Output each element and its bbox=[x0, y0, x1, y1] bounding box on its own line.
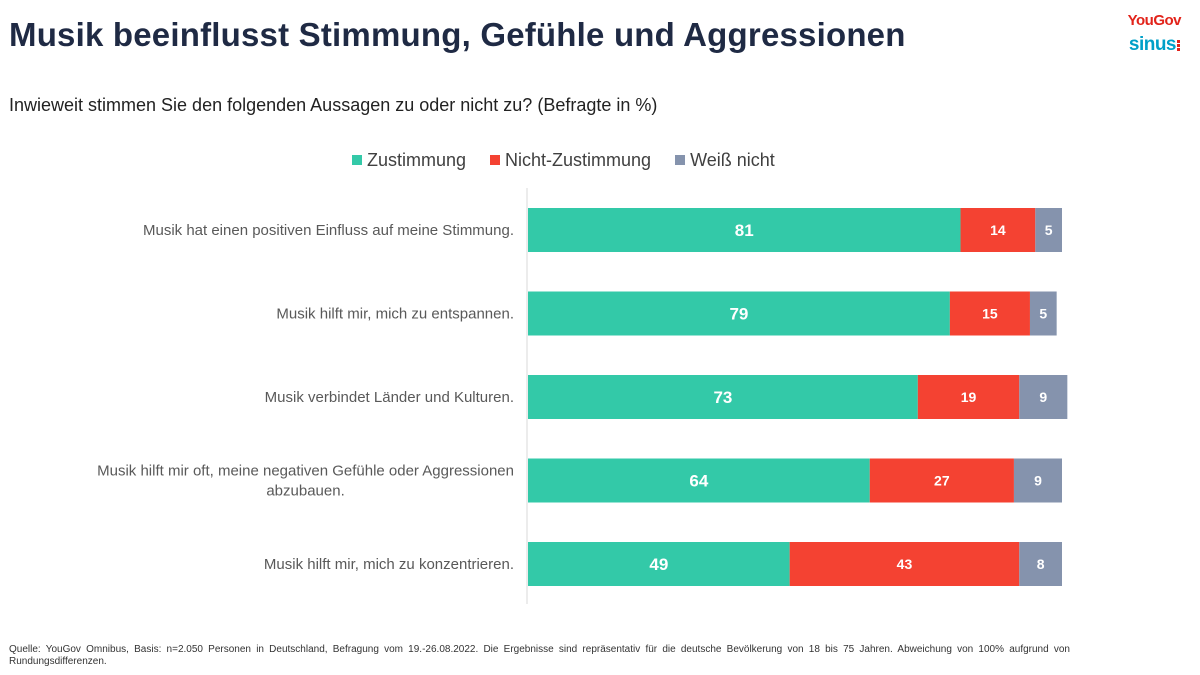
bar-segment-weiss-nicht bbox=[1035, 208, 1062, 252]
chart-subtitle: Inwieweit stimmen Sie den folgenden Auss… bbox=[9, 95, 658, 115]
sinus-logo-text: sinus bbox=[1128, 34, 1177, 55]
category-label: Musik hat einen positiven Einfluss auf m… bbox=[143, 222, 514, 239]
data-label-zustimmung: 49 bbox=[649, 555, 668, 574]
bar-segment-nicht-zustimmung bbox=[789, 542, 1020, 586]
bar-segment-weiss-nicht bbox=[1019, 542, 1062, 586]
page-title: Musik beeinflusst Stimmung, Gefühle und … bbox=[9, 16, 906, 53]
bar-segment-weiss-nicht bbox=[1019, 375, 1068, 419]
bar-segment-zustimmung bbox=[528, 208, 961, 252]
data-label-zustimmung: 64 bbox=[689, 472, 708, 491]
data-label-zustimmung: 73 bbox=[713, 388, 732, 407]
chart-legend: Zustimmung Nicht-Zustimmung Weiß nicht bbox=[352, 148, 799, 172]
category-label: Musik hilft mir, mich zu konzentrieren. bbox=[264, 556, 514, 573]
bar-segment-zustimmung bbox=[528, 458, 870, 503]
data-label-zustimmung: 81 bbox=[735, 221, 754, 240]
yougov-logo: YouGov bbox=[1127, 12, 1182, 29]
bar-segment-nicht-zustimmung bbox=[949, 291, 1030, 336]
data-label-weiss-nicht: 9 bbox=[1034, 473, 1042, 489]
legend-swatch-zustimmung bbox=[352, 155, 362, 165]
bar-segment-nicht-zustimmung bbox=[917, 375, 1020, 419]
category-label: Musik hilft mir oft, meine negativen Gef… bbox=[97, 463, 514, 500]
footnote-source: Quelle: YouGov Omnibus, Basis: n=2.050 P… bbox=[9, 644, 1070, 667]
data-label-nicht-zustimmung: 43 bbox=[897, 556, 913, 572]
bar-segment-nicht-zustimmung bbox=[960, 208, 1036, 252]
data-label-nicht-zustimmung: 27 bbox=[934, 473, 950, 489]
data-label-weiss-nicht: 5 bbox=[1045, 222, 1053, 238]
data-label-zustimmung: 79 bbox=[729, 305, 748, 324]
data-label-weiss-nicht: 5 bbox=[1039, 306, 1047, 322]
data-label-nicht-zustimmung: 15 bbox=[982, 306, 998, 322]
bar-segment-nicht-zustimmung bbox=[869, 458, 1014, 503]
bar-segment-weiss-nicht bbox=[1029, 291, 1057, 336]
legend-label-nicht-zustimmung: Nicht-Zustimmung bbox=[505, 149, 652, 170]
sinus-dots-icon bbox=[1177, 40, 1181, 52]
category-label: Musik verbindet Länder und Kulturen. bbox=[265, 389, 514, 406]
legend-item-zustimmung: Zustimmung bbox=[352, 150, 466, 171]
category-label: Musik hilft mir, mich zu entspannen. bbox=[276, 306, 514, 323]
legend-label-zustimmung: Zustimmung bbox=[367, 149, 467, 170]
sinus-logo: sinus bbox=[1129, 34, 1181, 56]
data-label-nicht-zustimmung: 14 bbox=[990, 222, 1006, 238]
data-label-nicht-zustimmung: 19 bbox=[961, 389, 977, 405]
bar-segment-zustimmung bbox=[528, 291, 950, 336]
bar-segment-zustimmung bbox=[528, 375, 918, 419]
legend-swatch-weiss-nicht bbox=[675, 155, 686, 165]
data-label-weiss-nicht: 9 bbox=[1039, 389, 1047, 405]
bar-segment-weiss-nicht bbox=[1013, 458, 1062, 503]
bar-segment-zustimmung bbox=[528, 542, 790, 586]
legend-item-nicht-zustimmung: Nicht-Zustimmung bbox=[490, 150, 651, 171]
data-label-weiss-nicht: 8 bbox=[1037, 556, 1045, 572]
legend-swatch-nicht-zustimmung bbox=[490, 155, 501, 165]
legend-item-weiss-nicht: Weiß nicht bbox=[675, 150, 775, 171]
legend-label-weiss-nicht: Weiß nicht bbox=[690, 149, 775, 170]
